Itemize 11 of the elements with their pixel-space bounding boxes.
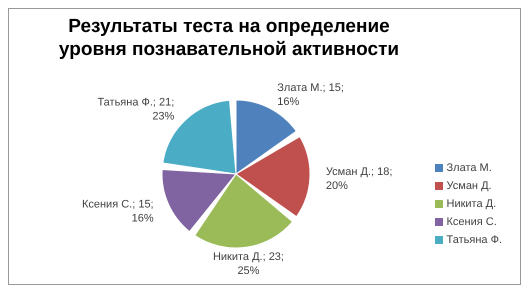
legend-label: Татьяна Ф. [446, 234, 502, 246]
chart-title: Результаты теста на определение уровня познавательной активности [58, 15, 400, 61]
legend-label: Ксения С. [446, 216, 497, 228]
legend-label: Злата М. [446, 162, 492, 174]
data-label: Усман Д.; 18; 20% [326, 166, 392, 192]
data-label: Ксения С.; 15; 16% [82, 198, 154, 224]
legend-label: Никита Д. [446, 198, 496, 210]
legend-label: Усман Д. [446, 180, 492, 192]
data-label: Никита Д.; 23; 25% [212, 251, 284, 278]
data-label: Злата М.; 15; 16% [277, 82, 344, 108]
data-label: Татьяна Ф.; 21; 23% [97, 96, 175, 122]
